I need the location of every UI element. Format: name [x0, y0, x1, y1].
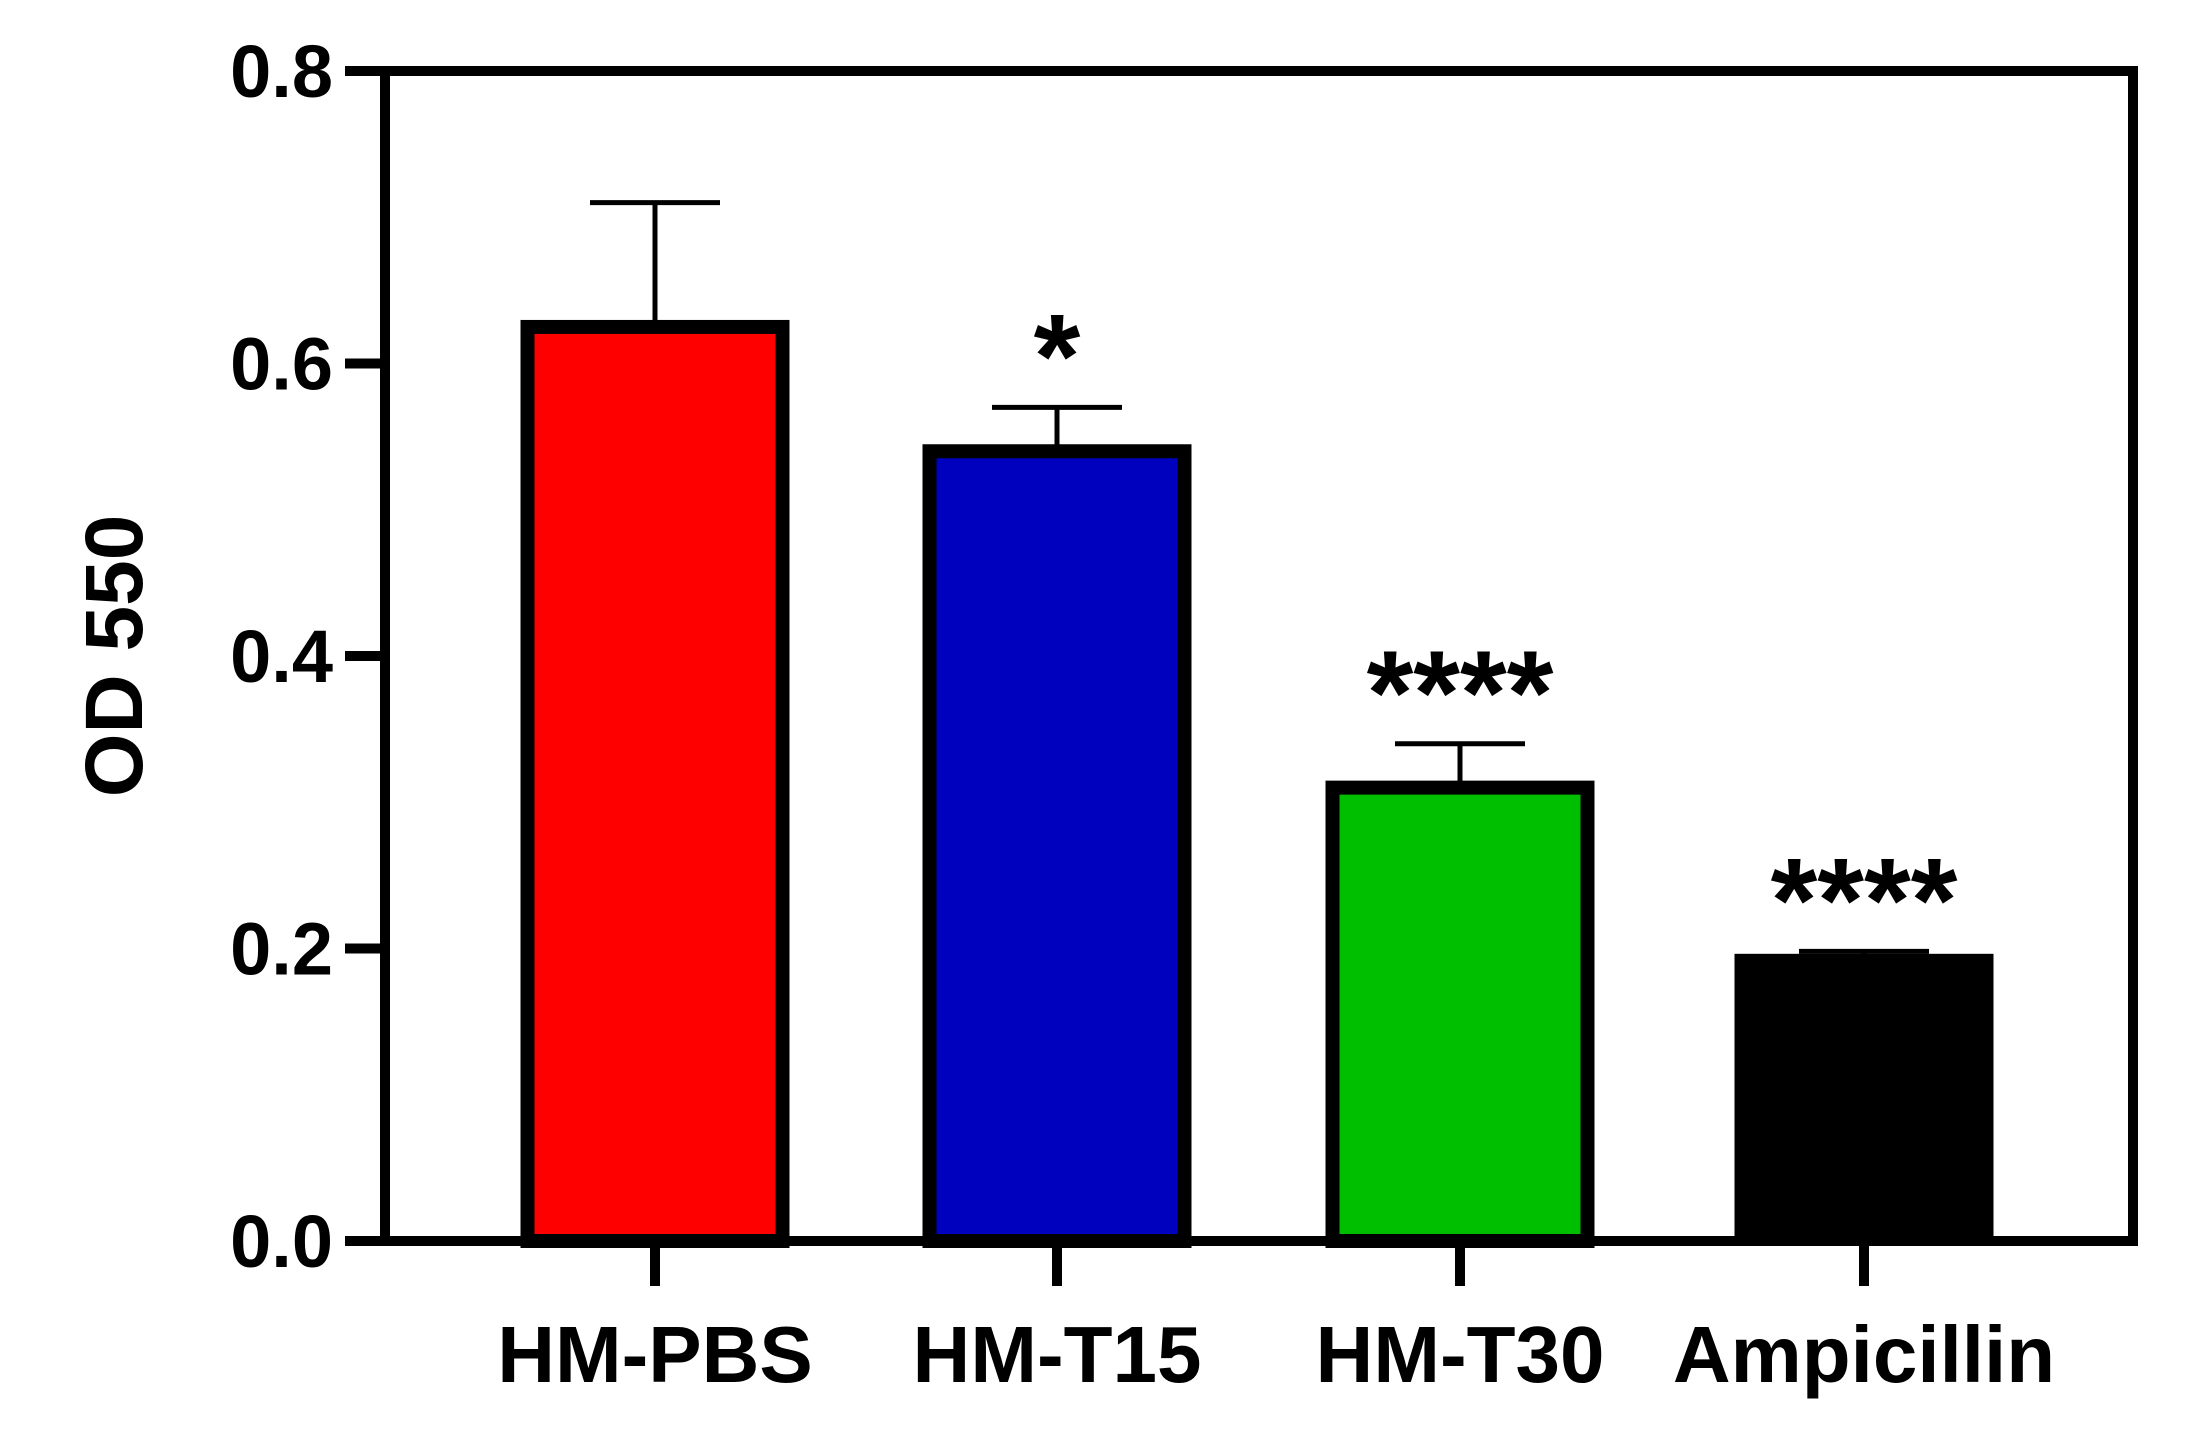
y-axis-title: OD 550 — [69, 515, 160, 798]
significance-label: **** — [1367, 626, 1554, 760]
x-tick-label: HM-T15 — [913, 1310, 1202, 1399]
x-axis: HM-PBS HM-T15 HM-T30 Ampicillin — [497, 1241, 2055, 1399]
y-tick-label: 0.2 — [230, 908, 333, 991]
bars: ********* — [520, 200, 1994, 1248]
x-tick-label: HM-T30 — [1316, 1310, 1605, 1399]
y-tick-label: 0.6 — [230, 323, 333, 406]
y-tick-label: 0.4 — [230, 615, 333, 698]
significance-label: * — [1034, 289, 1081, 423]
significance-label: **** — [1771, 833, 1958, 967]
bar — [1734, 953, 1994, 1243]
x-tick-label: Ampicillin — [1673, 1310, 2055, 1399]
y-tick-label: 0.0 — [230, 1200, 333, 1283]
x-tick-label: HM-PBS — [497, 1310, 813, 1399]
bar — [520, 319, 790, 1248]
y-tick-label: 0.8 — [230, 30, 333, 113]
bar — [1325, 780, 1595, 1248]
y-axis: 0.0 0.2 0.4 0.6 0.8 — [230, 30, 385, 1283]
bar — [922, 444, 1192, 1248]
